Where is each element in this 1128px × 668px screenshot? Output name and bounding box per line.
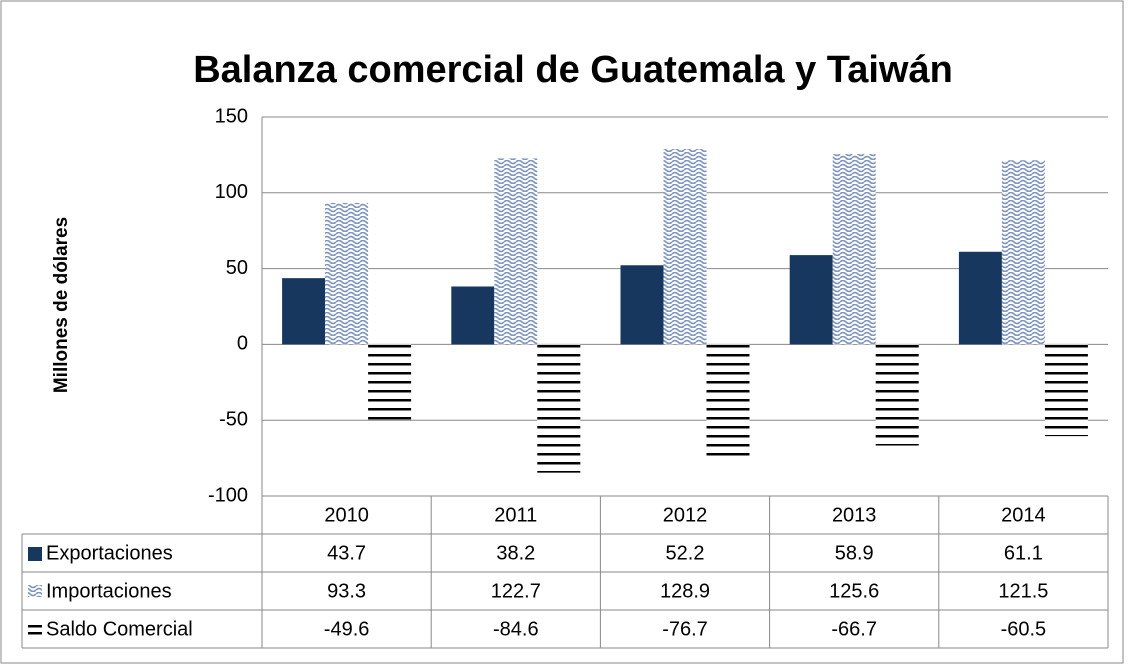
- x-tick-label: 2010: [324, 504, 369, 526]
- legend-label: Saldo Comercial: [46, 618, 193, 640]
- data-table-value: 52.2: [666, 542, 705, 564]
- legend-label: Importaciones: [46, 580, 172, 602]
- data-table-value: -76.7: [662, 618, 708, 640]
- bar: [620, 265, 664, 345]
- data-table-value: 128.9: [660, 580, 710, 602]
- bar: [706, 344, 750, 461]
- x-tick-label: 2012: [663, 504, 708, 526]
- legend-key: [28, 625, 42, 628]
- bar: [451, 286, 495, 345]
- bar: [1001, 160, 1045, 345]
- legend-key: [28, 632, 42, 635]
- y-tick-label: 150: [215, 105, 248, 127]
- bar: [325, 202, 369, 345]
- bar: [663, 148, 707, 345]
- bar: [494, 158, 538, 345]
- bar: [832, 153, 876, 345]
- bar: [789, 255, 833, 345]
- y-tick-label: -100: [208, 484, 248, 506]
- data-table-value: -66.7: [831, 618, 877, 640]
- data-table-value: 43.7: [327, 542, 366, 564]
- y-tick-label: -50: [219, 408, 248, 430]
- x-tick-label: 2014: [1001, 504, 1046, 526]
- x-tick-label: 2011: [494, 504, 537, 526]
- bar: [537, 344, 581, 473]
- bar: [958, 251, 1002, 345]
- data-table-value: 61.1: [1004, 542, 1043, 564]
- y-tick-label: 0: [237, 333, 248, 355]
- legend-key: [28, 585, 42, 597]
- y-tick-label: 50: [226, 257, 248, 279]
- data-table-value: 122.7: [491, 580, 541, 602]
- bar: [875, 344, 919, 446]
- legend-key: [28, 547, 42, 561]
- data-table-value: -60.5: [1001, 618, 1047, 640]
- bar: [282, 278, 326, 345]
- bar: [1044, 344, 1088, 437]
- data-table-value: 58.9: [835, 542, 874, 564]
- data-table-value: 93.3: [327, 580, 366, 602]
- data-table-value: -84.6: [493, 618, 539, 640]
- y-axis-title: Millones de dólares: [51, 217, 72, 393]
- x-tick-label: 2013: [832, 504, 877, 526]
- legend-label: Exportaciones: [46, 542, 173, 564]
- y-tick-label: 100: [215, 181, 248, 203]
- data-table-value: 125.6: [829, 580, 879, 602]
- bar: [368, 344, 412, 420]
- chart-title: Balanza comercial de Guatemala y Taiwán: [193, 49, 953, 91]
- data-table-value: 121.5: [998, 580, 1048, 602]
- data-table-value: 38.2: [496, 542, 535, 564]
- data-table-value: -49.6: [324, 618, 370, 640]
